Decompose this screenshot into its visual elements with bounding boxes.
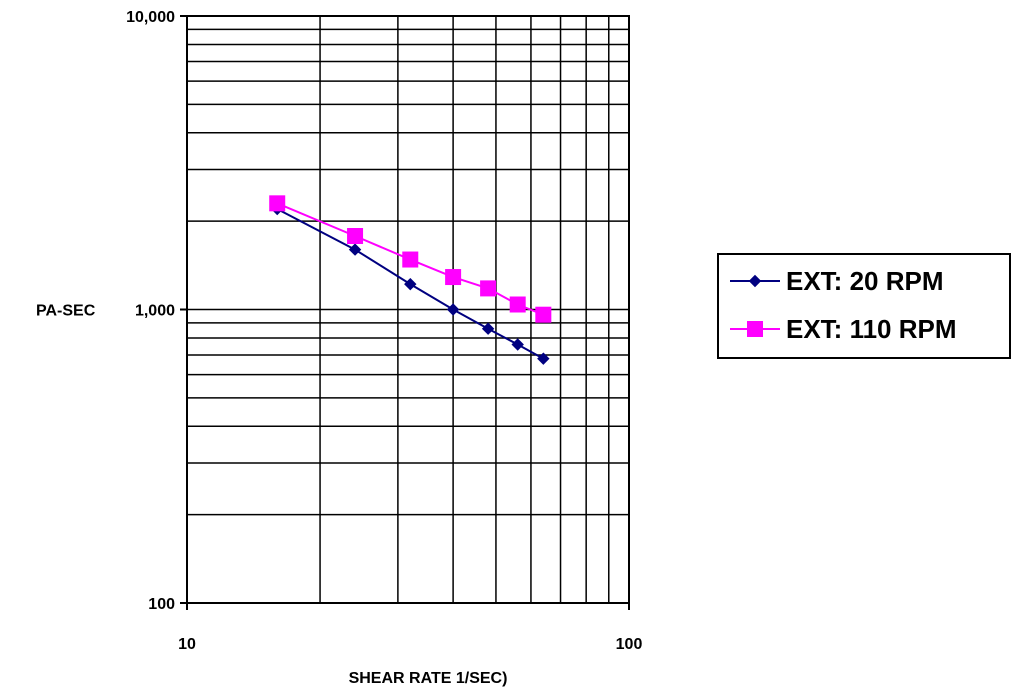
y-tick-label: 100 [148,596,175,613]
data-point [480,280,497,297]
data-point [509,296,526,313]
legend-label-ext-110-rpm: EXT: 110 RPM [786,314,957,344]
legend-square-marker [747,321,763,337]
legend-label-ext-20-rpm: EXT: 20 RPM [786,266,944,296]
data-point [445,269,462,286]
legend-items [730,274,780,337]
x-tick-label: 10 [178,636,196,653]
data-point [535,306,552,323]
y-minor-gridlines [187,28,629,516]
legend-box [717,253,1011,359]
data-point [348,243,362,256]
data-point [481,322,495,335]
axis-tick-marks [180,15,630,610]
legend: EXT: 20 RPM EXT: 110 RPM [717,253,1011,359]
data-point [347,228,364,245]
data-point [446,303,460,316]
data-point [269,195,286,212]
data-point [537,352,550,365]
data-point [402,251,419,268]
y-tick-label: 1,000 [135,303,175,320]
series-ext-110-rpm [269,195,552,323]
series-layer [269,195,552,365]
y-tick-label: 10,000 [126,9,175,26]
data-point [404,277,417,291]
x-tick-label: 100 [616,636,643,653]
legend-diamond-marker [748,274,762,288]
series-ext-20-rpm [271,202,550,365]
y-axis-label: PA-SEC [36,303,96,320]
x-axis-label: SHEAR RATE 1/SEC) [349,670,508,687]
data-point [511,338,524,351]
